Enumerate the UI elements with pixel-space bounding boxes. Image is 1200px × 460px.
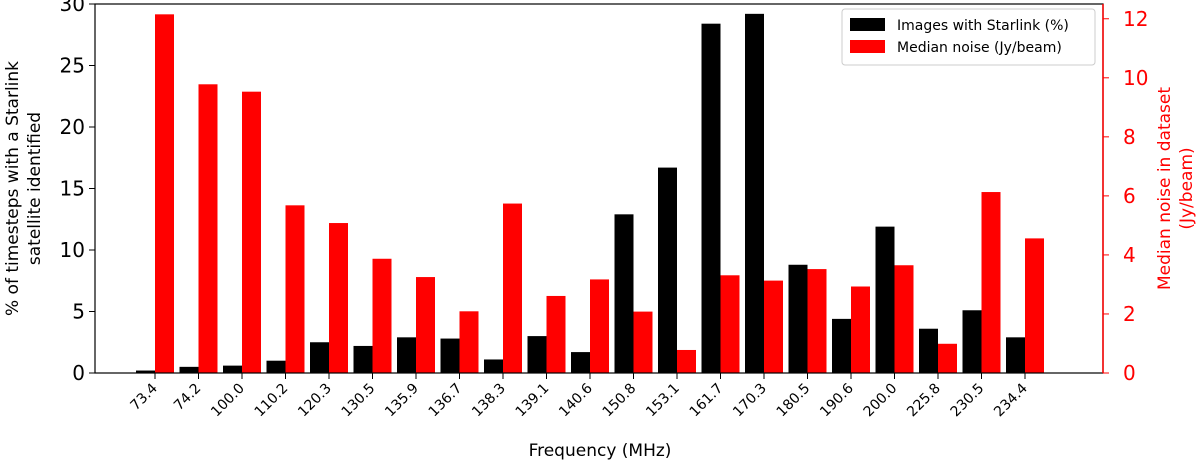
x-tick-label: 150.8 [600,381,640,421]
bar-starlink [266,360,286,373]
bar-noise [938,343,957,373]
bar-starlink [571,352,590,373]
bar-noise [720,275,740,373]
x-tick-label: 74.2 [171,381,204,414]
y-left-axis-label: satellite identified [25,112,45,265]
y-left-tick-label: 25 [60,54,85,78]
legend-swatch [850,40,885,53]
y-left-axis-label: % of timesteps with a Starlink [3,61,23,316]
bar-starlink [919,328,938,373]
y-right-tick-label: 8 [1123,125,1136,149]
bar-noise [503,203,522,373]
bar-noise [590,279,609,373]
x-tick-label: 140.6 [556,380,596,420]
x-tick-label: 110.2 [252,381,292,421]
bar-noise [416,277,435,373]
bar-noise [459,311,479,373]
bar-starlink [658,167,677,373]
bar-noise [1025,238,1044,373]
x-tick-label: 120.3 [295,381,335,421]
x-tick-label: 153.1 [643,381,683,421]
bar-noise [633,311,653,373]
bar-starlink [397,337,416,373]
bars-layer [136,13,1044,374]
y-right-axis-label: (Jy/beam) [1177,147,1197,229]
bar-noise [764,280,783,373]
y-right-tick-label: 6 [1123,184,1136,208]
bar-noise [851,286,870,373]
bar-starlink [614,214,634,373]
y-left-tick-label: 20 [60,115,85,139]
x-tick-label: 136.7 [426,381,466,421]
bar-starlink [223,365,242,373]
x-tick-label: 135.9 [382,381,422,421]
y-left-tick-label: 10 [60,238,85,262]
y-left-tick-label: 15 [60,177,85,201]
bar-starlink [962,310,982,373]
x-tick-label: 200.0 [861,381,901,421]
x-tick-label: 100.0 [208,381,248,421]
y-right-tick-label: 10 [1123,66,1148,90]
x-tick-label: 138.3 [469,381,509,421]
bar-starlink [1006,337,1025,373]
bar-noise [677,349,696,373]
x-axis-label: Frequency (MHz) [529,441,672,460]
x-tick-label: 73.4 [127,380,160,413]
bar-starlink [527,336,547,373]
y-left-tick-label: 0 [72,361,85,385]
bar-noise [198,84,218,373]
bar-starlink [745,13,764,374]
bar-noise [242,91,261,373]
legend-box [841,8,1096,66]
bar-starlink [136,370,155,373]
legend-label: Images with Starlink (%) [897,18,1069,34]
bar-noise [285,205,305,373]
bar-starlink [875,226,895,373]
y-left-tick-label: 30 [60,0,85,16]
y-right-tick-label: 12 [1123,7,1148,31]
x-tick-label: 180.5 [774,381,814,421]
x-tick-label: 161.7 [687,381,727,421]
bar-starlink [179,366,199,373]
x-tick-label: 230.5 [948,381,988,421]
x-tick-label: 234.4 [991,380,1031,420]
y-right-tick-label: 4 [1123,243,1136,267]
bar-starlink [484,359,503,373]
bar-starlink [788,264,808,373]
bar-noise [329,223,348,373]
x-tick-label: 170.3 [730,381,770,421]
y-right-tick-label: 0 [1123,361,1136,385]
legend-swatch [850,18,885,31]
bar-noise [372,258,392,373]
x-tick-label: 139.1 [513,381,553,421]
y-right-tick-label: 2 [1123,302,1136,326]
y-left-tick-label: 5 [72,300,85,324]
bar-noise [155,14,174,373]
legend: Images with Starlink (%) Median noise (Jy… [841,8,1096,66]
bar-noise [981,192,1001,373]
bar-noise [894,265,914,373]
legend-label: Median noise (Jy/beam) [897,40,1062,56]
bar-noise [546,295,566,373]
x-tick-label: 225.8 [904,381,944,421]
axis-labels-layer: Frequency (MHz) % of timesteps with a Sta… [3,61,1197,460]
bar-noise [807,269,827,373]
bar-starlink [440,338,460,373]
bar-starlink [832,318,851,373]
bar-starlink [310,342,329,373]
y-right-axis-label: Median noise in dataset [1155,87,1175,290]
x-tick-label: 190.6 [817,380,857,420]
x-tick-label: 130.5 [339,381,379,421]
bar-starlink [353,345,373,373]
bar-starlink [701,23,721,374]
